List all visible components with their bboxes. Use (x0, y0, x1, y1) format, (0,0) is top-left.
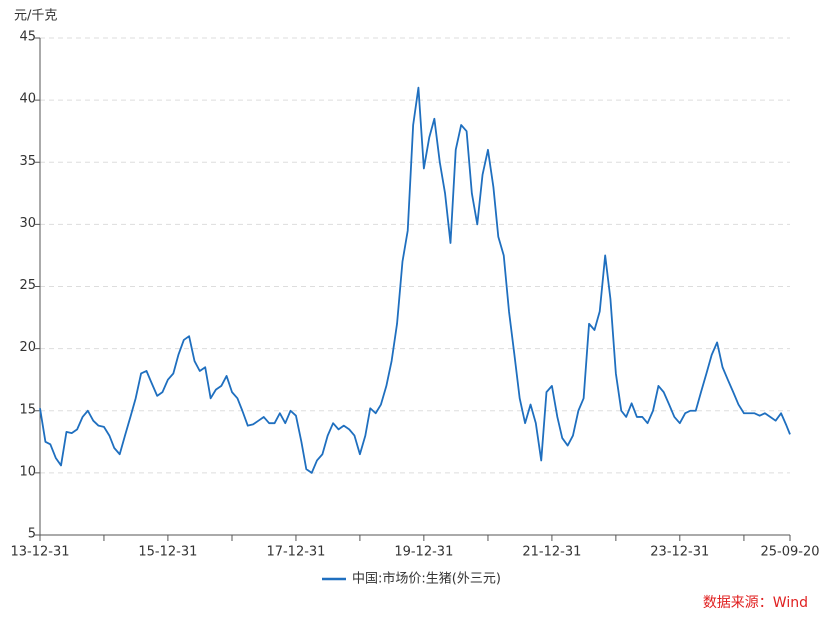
legend-label: 中国:市场价:生猪(外三元) (352, 571, 501, 587)
y-tick-label: 40 (19, 92, 36, 107)
x-tick-label: 13-12-31 (10, 545, 69, 560)
y-tick-label: 5 (28, 527, 36, 542)
x-tick-label: 23-12-31 (650, 545, 709, 560)
source: 数据来源：Wind (703, 595, 808, 611)
y-tick-label: 15 (19, 402, 36, 417)
x-tick-label: 17-12-31 (266, 545, 325, 560)
y-tick-label: 10 (19, 464, 36, 479)
x-tick-label: 21-12-31 (522, 545, 581, 560)
x-tick-label: 25-09-20 (760, 545, 819, 560)
series-line (39, 86, 791, 474)
y-tick-label: 45 (19, 30, 36, 45)
y-tick-label: 20 (19, 340, 36, 355)
y-tick-label: 30 (19, 216, 36, 231)
y-tick-label: 25 (19, 278, 36, 293)
x-tick-label: 19-12-31 (394, 545, 453, 560)
x-tick-label: 15-12-31 (138, 545, 197, 560)
y-tick-label: 35 (19, 154, 36, 169)
y-axis-label: 元/千克 (14, 9, 57, 24)
